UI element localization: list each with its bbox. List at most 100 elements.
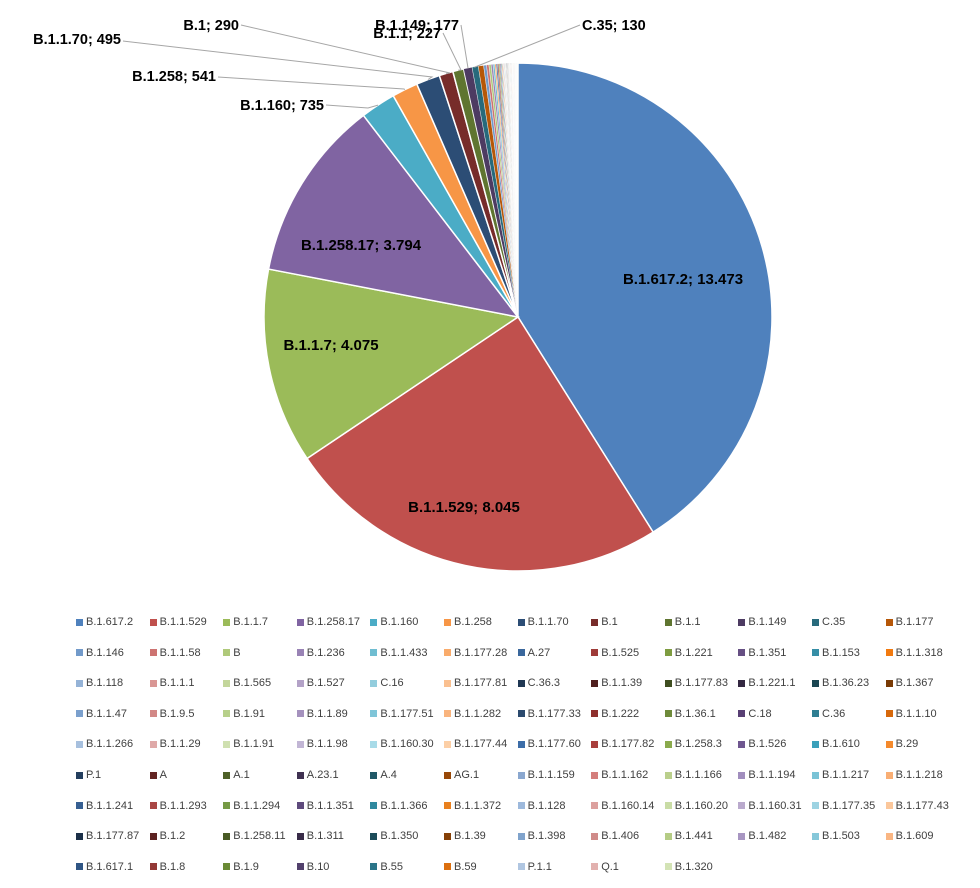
legend-swatch	[296, 710, 304, 718]
legend-label: A.27	[527, 646, 551, 659]
legend-item-b-1-146: B.1.146	[76, 645, 124, 661]
legend-swatch	[296, 832, 304, 840]
legend-label: B.1.177.43	[895, 799, 949, 812]
legend-swatch	[76, 710, 83, 718]
legend-item-a-27: A.27	[517, 645, 551, 661]
legend-label: B.29	[895, 738, 919, 751]
legend-swatch	[296, 618, 304, 626]
legend-label: B.1.177.60	[527, 738, 581, 751]
slice-label-b-1-258-17: B.1.258.17; 3.794	[301, 237, 422, 254]
legend-label: B.1.160.14	[601, 799, 655, 812]
legend-label: B.1.177.28	[454, 646, 508, 659]
legend-swatch	[885, 618, 893, 626]
legend-swatch	[517, 802, 525, 810]
legend-swatch	[223, 832, 231, 840]
legend-swatch	[664, 771, 672, 779]
legend-item-b-1-258-3: B.1.258.3	[664, 736, 722, 752]
legend-swatch	[812, 740, 819, 748]
legend-item-b-1-525: B.1.525	[591, 645, 639, 661]
legend-swatch	[370, 771, 378, 779]
legend-swatch	[591, 863, 599, 871]
legend-item-b-1-1-282: B.1.1.282	[444, 706, 501, 722]
legend-item-b-1-1-351: B.1.1.351	[296, 798, 354, 814]
legend-item-q-1: Q.1	[591, 859, 619, 875]
legend-item-a-4: A.4	[370, 767, 397, 783]
legend-swatch	[444, 740, 451, 748]
legend-item-b-1-177-83: B.1.177.83	[664, 675, 729, 691]
legend-label: B.1.1.98	[306, 738, 348, 751]
legend-item-c-36-3: C.36.3	[517, 675, 560, 691]
legend-swatch	[76, 740, 83, 748]
legend-item-c-35: C.35	[812, 614, 845, 630]
legend-swatch	[664, 649, 672, 657]
legend-item-b-1-177-44: B.1.177.44	[444, 736, 507, 752]
legend-item-b-59: B.59	[444, 859, 477, 875]
legend-swatch	[738, 802, 746, 810]
legend-item-b-1-1-39: B.1.1.39	[591, 675, 642, 691]
legend-item-b-1-177-35: B.1.177.35	[812, 798, 875, 814]
legend-label: B.1.1.529	[159, 616, 207, 628]
legend-item-a: A	[149, 767, 167, 783]
legend-item-b-1-1-7: B.1.1.7	[223, 614, 268, 630]
legend-item-b-1-160-31: B.1.160.31	[738, 798, 802, 814]
legend-item-b-1-177-28: B.1.177.28	[444, 645, 507, 661]
legend-item-b-1-177-60: B.1.177.60	[517, 736, 581, 752]
legend-label: B.1.441	[674, 830, 713, 843]
legend-label: B.1.222	[601, 707, 640, 720]
legend-label: B.1.153	[822, 646, 860, 659]
legend-label: B.1.160.30	[380, 738, 434, 751]
legend-label: B.1.177	[895, 616, 934, 628]
legend-item-b-1-367: B.1.367	[885, 675, 934, 691]
legend-swatch	[885, 649, 893, 657]
legend-swatch	[370, 649, 378, 657]
legend-swatch	[223, 679, 231, 687]
legend-item-b-1-236: B.1.236	[296, 645, 345, 661]
legend-swatch	[812, 649, 819, 657]
legend-swatch	[591, 771, 599, 779]
legend-swatch	[76, 832, 83, 840]
legend-item-b-1-221-1: B.1.221.1	[738, 675, 795, 691]
legend-label: B.1.221.1	[748, 677, 796, 690]
legend-item-b-1-1-318: B.1.1.318	[885, 645, 943, 661]
legend-label: B.1.177.51	[380, 707, 434, 720]
legend-label: B.1.258.17	[306, 616, 361, 628]
legend-label: B.1.177.83	[674, 677, 729, 690]
legend-item-b-1-160-30: B.1.160.30	[370, 736, 434, 752]
pie-slice-b-1-1-7	[263, 268, 520, 460]
legend-label: B.1.118	[86, 677, 124, 690]
legend-label: B	[233, 646, 241, 659]
legend-swatch	[444, 863, 451, 871]
legend-item-b-55: B.55	[370, 859, 403, 875]
legend-label: Q.1	[601, 860, 619, 873]
legend-item-p-1-1: P.1.1	[517, 859, 552, 875]
legend-label: B.1.177.82	[601, 738, 655, 751]
legend-label: B.1.1.241	[86, 799, 134, 812]
legend-swatch	[591, 710, 599, 718]
slice-label-b-1-1-529: B.1.1.529; 8.045	[408, 499, 520, 516]
legend-item-b-1-609: B.1.609	[885, 828, 934, 844]
legend-swatch	[885, 740, 893, 748]
leader-line-b-1-1	[442, 32, 462, 71]
legend-item-b-1-222: B.1.222	[591, 706, 639, 722]
legend-swatch	[370, 802, 378, 810]
legend-label: B.1.1.372	[454, 799, 502, 812]
pie-chart: B.1.617.2; 13.473 B.1.1.529; 8.045 B.1.1.7…	[33, 18, 773, 572]
slice-label-b-1-258: B.1.258; 541	[132, 69, 216, 85]
legend-swatch	[738, 832, 746, 840]
legend-label: B.1.526	[748, 738, 787, 751]
legend-item-b-1-406: B.1.406	[591, 828, 639, 844]
legend-swatch	[591, 618, 599, 626]
slice-label-b-1: B.1; 290	[183, 18, 239, 34]
legend-item-b-1-1-217: B.1.1.217	[812, 767, 869, 783]
legend-item-b-1-258-17: B.1.258.17	[296, 614, 361, 630]
legend-item-b-1-1-162: B.1.1.162	[591, 767, 648, 783]
legend-label: B.1.128	[527, 799, 566, 812]
legend-item-b-1-1-1: B.1.1.1	[149, 675, 194, 691]
legend-item-c-16: C.16	[370, 675, 404, 691]
legend-swatch	[591, 802, 599, 810]
legend-item-b-1-503: B.1.503	[812, 828, 860, 844]
legend-swatch	[444, 679, 451, 687]
legend-swatch	[223, 863, 231, 871]
legend-item-b-1-1-293: B.1.1.293	[149, 798, 207, 814]
legend-label: B.1.221	[674, 646, 713, 659]
